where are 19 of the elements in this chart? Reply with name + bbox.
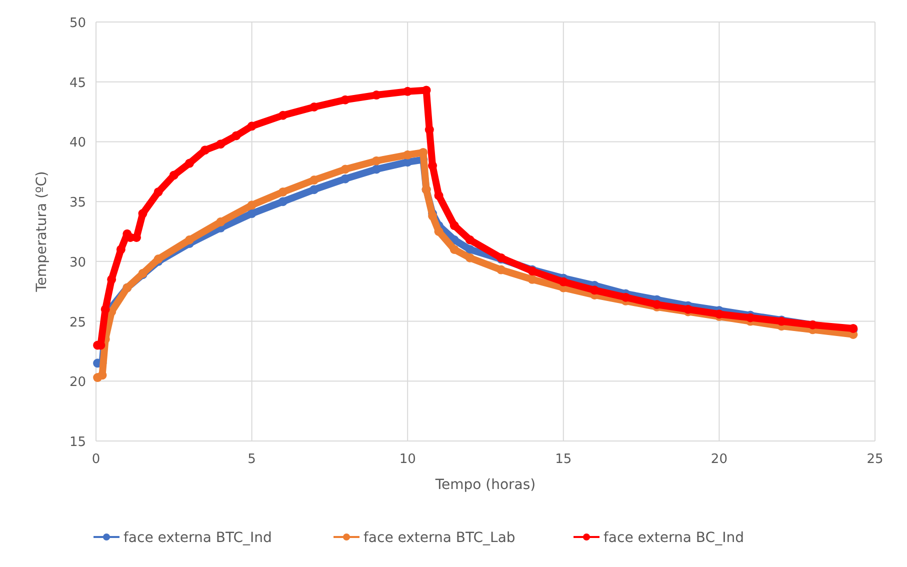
y-tick-label: 20 bbox=[69, 375, 86, 390]
x-tick-label: 15 bbox=[555, 452, 572, 467]
y-tick-label: 50 bbox=[69, 16, 86, 31]
y-tick-label: 40 bbox=[69, 136, 86, 151]
x-tick-label: 5 bbox=[248, 452, 256, 467]
y-tick-label: 15 bbox=[69, 435, 86, 450]
x-tick-label: 25 bbox=[866, 452, 884, 467]
legend-label: face externa BTC_Ind bbox=[124, 530, 272, 546]
legend-label: face externa BC_Ind bbox=[604, 530, 744, 546]
x-tick-label: 20 bbox=[710, 452, 728, 467]
y-axis-title: Temperatura (ºC) bbox=[34, 171, 50, 293]
y-tick-label: 25 bbox=[69, 315, 86, 330]
x-axis-title: Tempo (horas) bbox=[434, 477, 536, 493]
y-tick-label: 35 bbox=[69, 196, 86, 211]
x-tick-label: 0 bbox=[92, 452, 100, 467]
y-tick-label: 45 bbox=[69, 76, 86, 91]
y-tick-label: 30 bbox=[69, 255, 86, 270]
x-tick-label: 10 bbox=[399, 452, 416, 467]
legend-label: face externa BTC_Lab bbox=[364, 530, 516, 546]
